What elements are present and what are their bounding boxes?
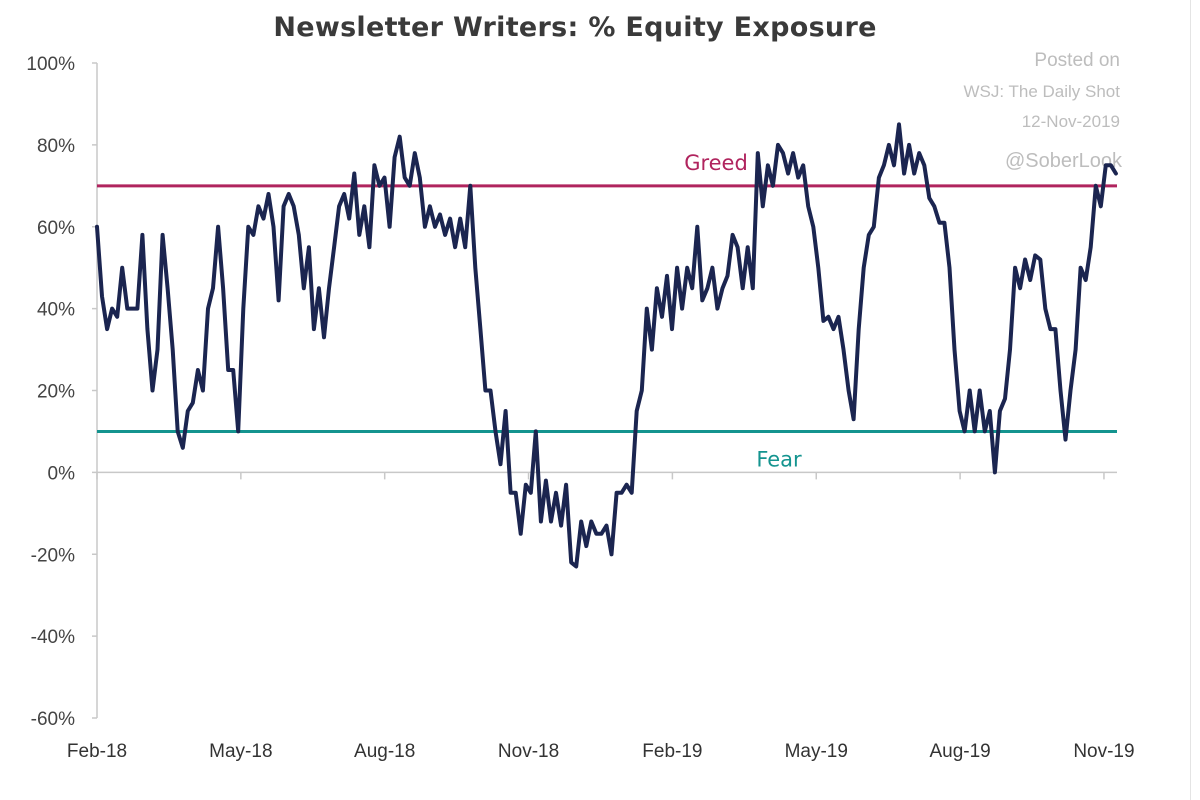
y-tick-label: 20%: [37, 382, 75, 403]
x-tick-label: May-18: [209, 741, 272, 762]
y-tick-label: 100%: [26, 54, 75, 75]
reference-label-greed: Greed: [684, 151, 748, 175]
y-tick-label: 60%: [37, 218, 75, 239]
x-tick-label: Feb-18: [67, 741, 127, 762]
y-tick-label: 40%: [37, 300, 75, 321]
annotation-source: WSJ: The Daily Shot: [963, 82, 1120, 101]
annotation-date: 12-Nov-2019: [1021, 112, 1120, 131]
annotation-handle: @SoberLook: [1004, 150, 1122, 172]
x-tick-label: May-19: [785, 741, 848, 762]
y-tick-label: 0%: [48, 463, 76, 484]
x-tick-label: Nov-18: [498, 741, 559, 762]
x-tick-label: Nov-19: [1073, 741, 1134, 762]
x-tick-label: Feb-19: [642, 741, 702, 762]
series-line: [95, 122, 1118, 569]
x-tick-label: Aug-18: [354, 741, 415, 762]
y-tick-label: -40%: [31, 627, 75, 648]
chart-title: Newsletter Writers: % Equity Exposure: [273, 12, 877, 43]
y-tick-label: 80%: [37, 136, 75, 157]
reference-label-fear: Fear: [756, 447, 802, 471]
right-border: [1190, 0, 1191, 800]
y-tick-label: -60%: [31, 709, 75, 730]
y-tick-label: -20%: [31, 545, 75, 566]
x-tick-label: Aug-19: [929, 741, 990, 762]
annotation-posted-on: Posted on: [1034, 50, 1120, 71]
